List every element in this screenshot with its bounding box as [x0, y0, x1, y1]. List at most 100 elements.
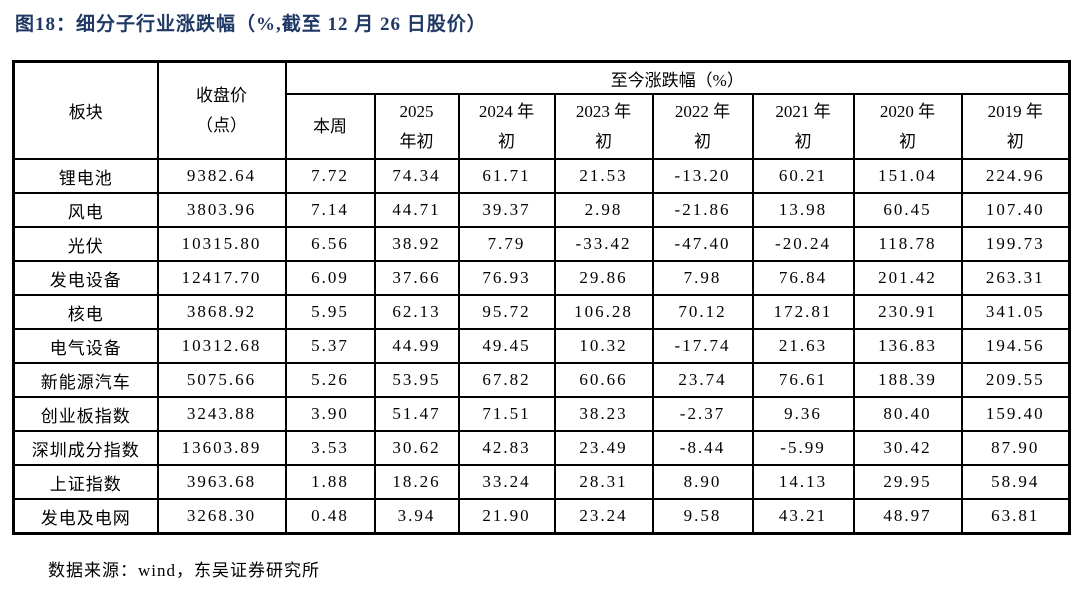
- row-label: 风电: [12, 192, 159, 228]
- col-header-2024: 2024 年 初: [457, 93, 556, 160]
- change-cell: 0.48: [284, 498, 376, 535]
- change-cell: 107.40: [960, 192, 1071, 228]
- table-row: 电气设备 10312.68 5.37 44.99 49.45 10.32 -17…: [12, 328, 1071, 364]
- change-cell: 95.72: [457, 294, 556, 330]
- change-cell: 3.90: [284, 396, 376, 432]
- change-cell: 118.78: [852, 226, 963, 262]
- change-cell: 38.92: [373, 226, 460, 262]
- change-cell: 172.81: [751, 294, 855, 330]
- row-label: 深圳成分指数: [12, 430, 159, 466]
- change-cell: 60.21: [751, 158, 855, 194]
- change-cell: 76.93: [457, 260, 556, 296]
- change-cell: 5.26: [284, 362, 376, 398]
- change-cell: 194.56: [960, 328, 1071, 364]
- change-cell: 6.09: [284, 260, 376, 296]
- change-cell: 13.98: [751, 192, 855, 228]
- change-cell: 49.45: [457, 328, 556, 364]
- change-cell: 23.74: [651, 362, 754, 398]
- col-header-change-group: 至今涨跌幅（%）: [284, 60, 1071, 95]
- change-cell: 10.32: [553, 328, 654, 364]
- change-cell: 6.56: [284, 226, 376, 262]
- change-cell: 58.94: [960, 464, 1071, 500]
- change-cell: 51.47: [373, 396, 460, 432]
- change-cell: 7.98: [651, 260, 754, 296]
- change-cell: 61.71: [457, 158, 556, 194]
- table-row: 发电设备 12417.70 6.09 37.66 76.93 29.86 7.9…: [12, 260, 1071, 296]
- table-row: 新能源汽车 5075.66 5.26 53.95 67.82 60.66 23.…: [12, 362, 1071, 398]
- change-cell: -5.99: [751, 430, 855, 466]
- change-cell: 159.40: [960, 396, 1071, 432]
- change-cell: 60.45: [852, 192, 963, 228]
- change-cell: 3.53: [284, 430, 376, 466]
- change-cell: 14.13: [751, 464, 855, 500]
- table-body: 锂电池 9382.64 7.72 74.34 61.71 21.53 -13.2…: [12, 158, 1071, 535]
- change-cell: -17.74: [651, 328, 754, 364]
- row-label: 上证指数: [12, 464, 159, 500]
- change-cell: 87.90: [960, 430, 1071, 466]
- change-cell: 5.37: [284, 328, 376, 364]
- change-cell: 9.58: [651, 498, 754, 535]
- change-cell: 7.79: [457, 226, 556, 262]
- close-price-cell: 3243.88: [156, 396, 287, 432]
- change-cell: 30.42: [852, 430, 963, 466]
- col-header-2019: 2019 年 初: [960, 93, 1071, 160]
- col-header-sector: 板块: [12, 60, 159, 160]
- close-price-cell: 3268.30: [156, 498, 287, 535]
- row-label: 电气设备: [12, 328, 159, 364]
- change-cell: 76.84: [751, 260, 855, 296]
- row-label: 发电及电网: [12, 498, 159, 535]
- col-header-2025: 2025 年初: [373, 93, 460, 160]
- table-row: 发电及电网 3268.30 0.48 3.94 21.90 23.24 9.58…: [12, 498, 1071, 535]
- change-cell: 21.90: [457, 498, 556, 535]
- table-row: 光伏 10315.80 6.56 38.92 7.79 -33.42 -47.4…: [12, 226, 1071, 262]
- col-header-2022: 2022 年 初: [651, 93, 754, 160]
- col-header-2020: 2020 年 初: [852, 93, 963, 160]
- row-label: 创业板指数: [12, 396, 159, 432]
- change-cell: 9.36: [751, 396, 855, 432]
- col-header-2021: 2021 年 初: [751, 93, 855, 160]
- sector-performance-table: 板块 收盘价 （点） 至今涨跌幅（%） 本周 2025 年初 2024 年 初 …: [12, 60, 1072, 535]
- row-label: 核电: [12, 294, 159, 330]
- change-cell: 201.42: [852, 260, 963, 296]
- change-cell: 30.62: [373, 430, 460, 466]
- change-cell: 7.72: [284, 158, 376, 194]
- change-cell: 209.55: [960, 362, 1071, 398]
- change-cell: 33.24: [457, 464, 556, 500]
- change-cell: 63.81: [960, 498, 1071, 535]
- close-price-cell: 3868.92: [156, 294, 287, 330]
- change-cell: 1.88: [284, 464, 376, 500]
- table-row: 创业板指数 3243.88 3.90 51.47 71.51 38.23 -2.…: [12, 396, 1071, 432]
- change-cell: 199.73: [960, 226, 1071, 262]
- close-price-cell: 13603.89: [156, 430, 287, 466]
- change-cell: -8.44: [651, 430, 754, 466]
- change-cell: 18.26: [373, 464, 460, 500]
- change-cell: 23.24: [553, 498, 654, 535]
- close-price-cell: 9382.64: [156, 158, 287, 194]
- change-cell: 263.31: [960, 260, 1071, 296]
- row-label: 锂电池: [12, 158, 159, 194]
- change-cell: 224.96: [960, 158, 1071, 194]
- change-cell: 60.66: [553, 362, 654, 398]
- change-cell: -2.37: [651, 396, 754, 432]
- row-label: 光伏: [12, 226, 159, 262]
- change-cell: 3.94: [373, 498, 460, 535]
- change-cell: 21.53: [553, 158, 654, 194]
- change-cell: 44.99: [373, 328, 460, 364]
- change-cell: 151.04: [852, 158, 963, 194]
- change-cell: 37.66: [373, 260, 460, 296]
- close-price-cell: 5075.66: [156, 362, 287, 398]
- figure-title: 图18：细分子行业涨跌幅（%,截至 12 月 26 日股价）: [15, 14, 487, 35]
- close-price-cell: 10315.80: [156, 226, 287, 262]
- change-cell: 48.97: [852, 498, 963, 535]
- table-row: 上证指数 3963.68 1.88 18.26 33.24 28.31 8.90…: [12, 464, 1071, 500]
- change-cell: 230.91: [852, 294, 963, 330]
- change-cell: 23.49: [553, 430, 654, 466]
- change-cell: 43.21: [751, 498, 855, 535]
- close-price-cell: 10312.68: [156, 328, 287, 364]
- table-row: 风电 3803.96 7.14 44.71 39.37 2.98 -21.86 …: [12, 192, 1071, 228]
- change-cell: 8.90: [651, 464, 754, 500]
- change-cell: 67.82: [457, 362, 556, 398]
- source-note: 数据来源：wind，东吴证券研究所: [48, 561, 320, 580]
- col-header-2023: 2023 年 初: [553, 93, 654, 160]
- change-cell: 80.40: [852, 396, 963, 432]
